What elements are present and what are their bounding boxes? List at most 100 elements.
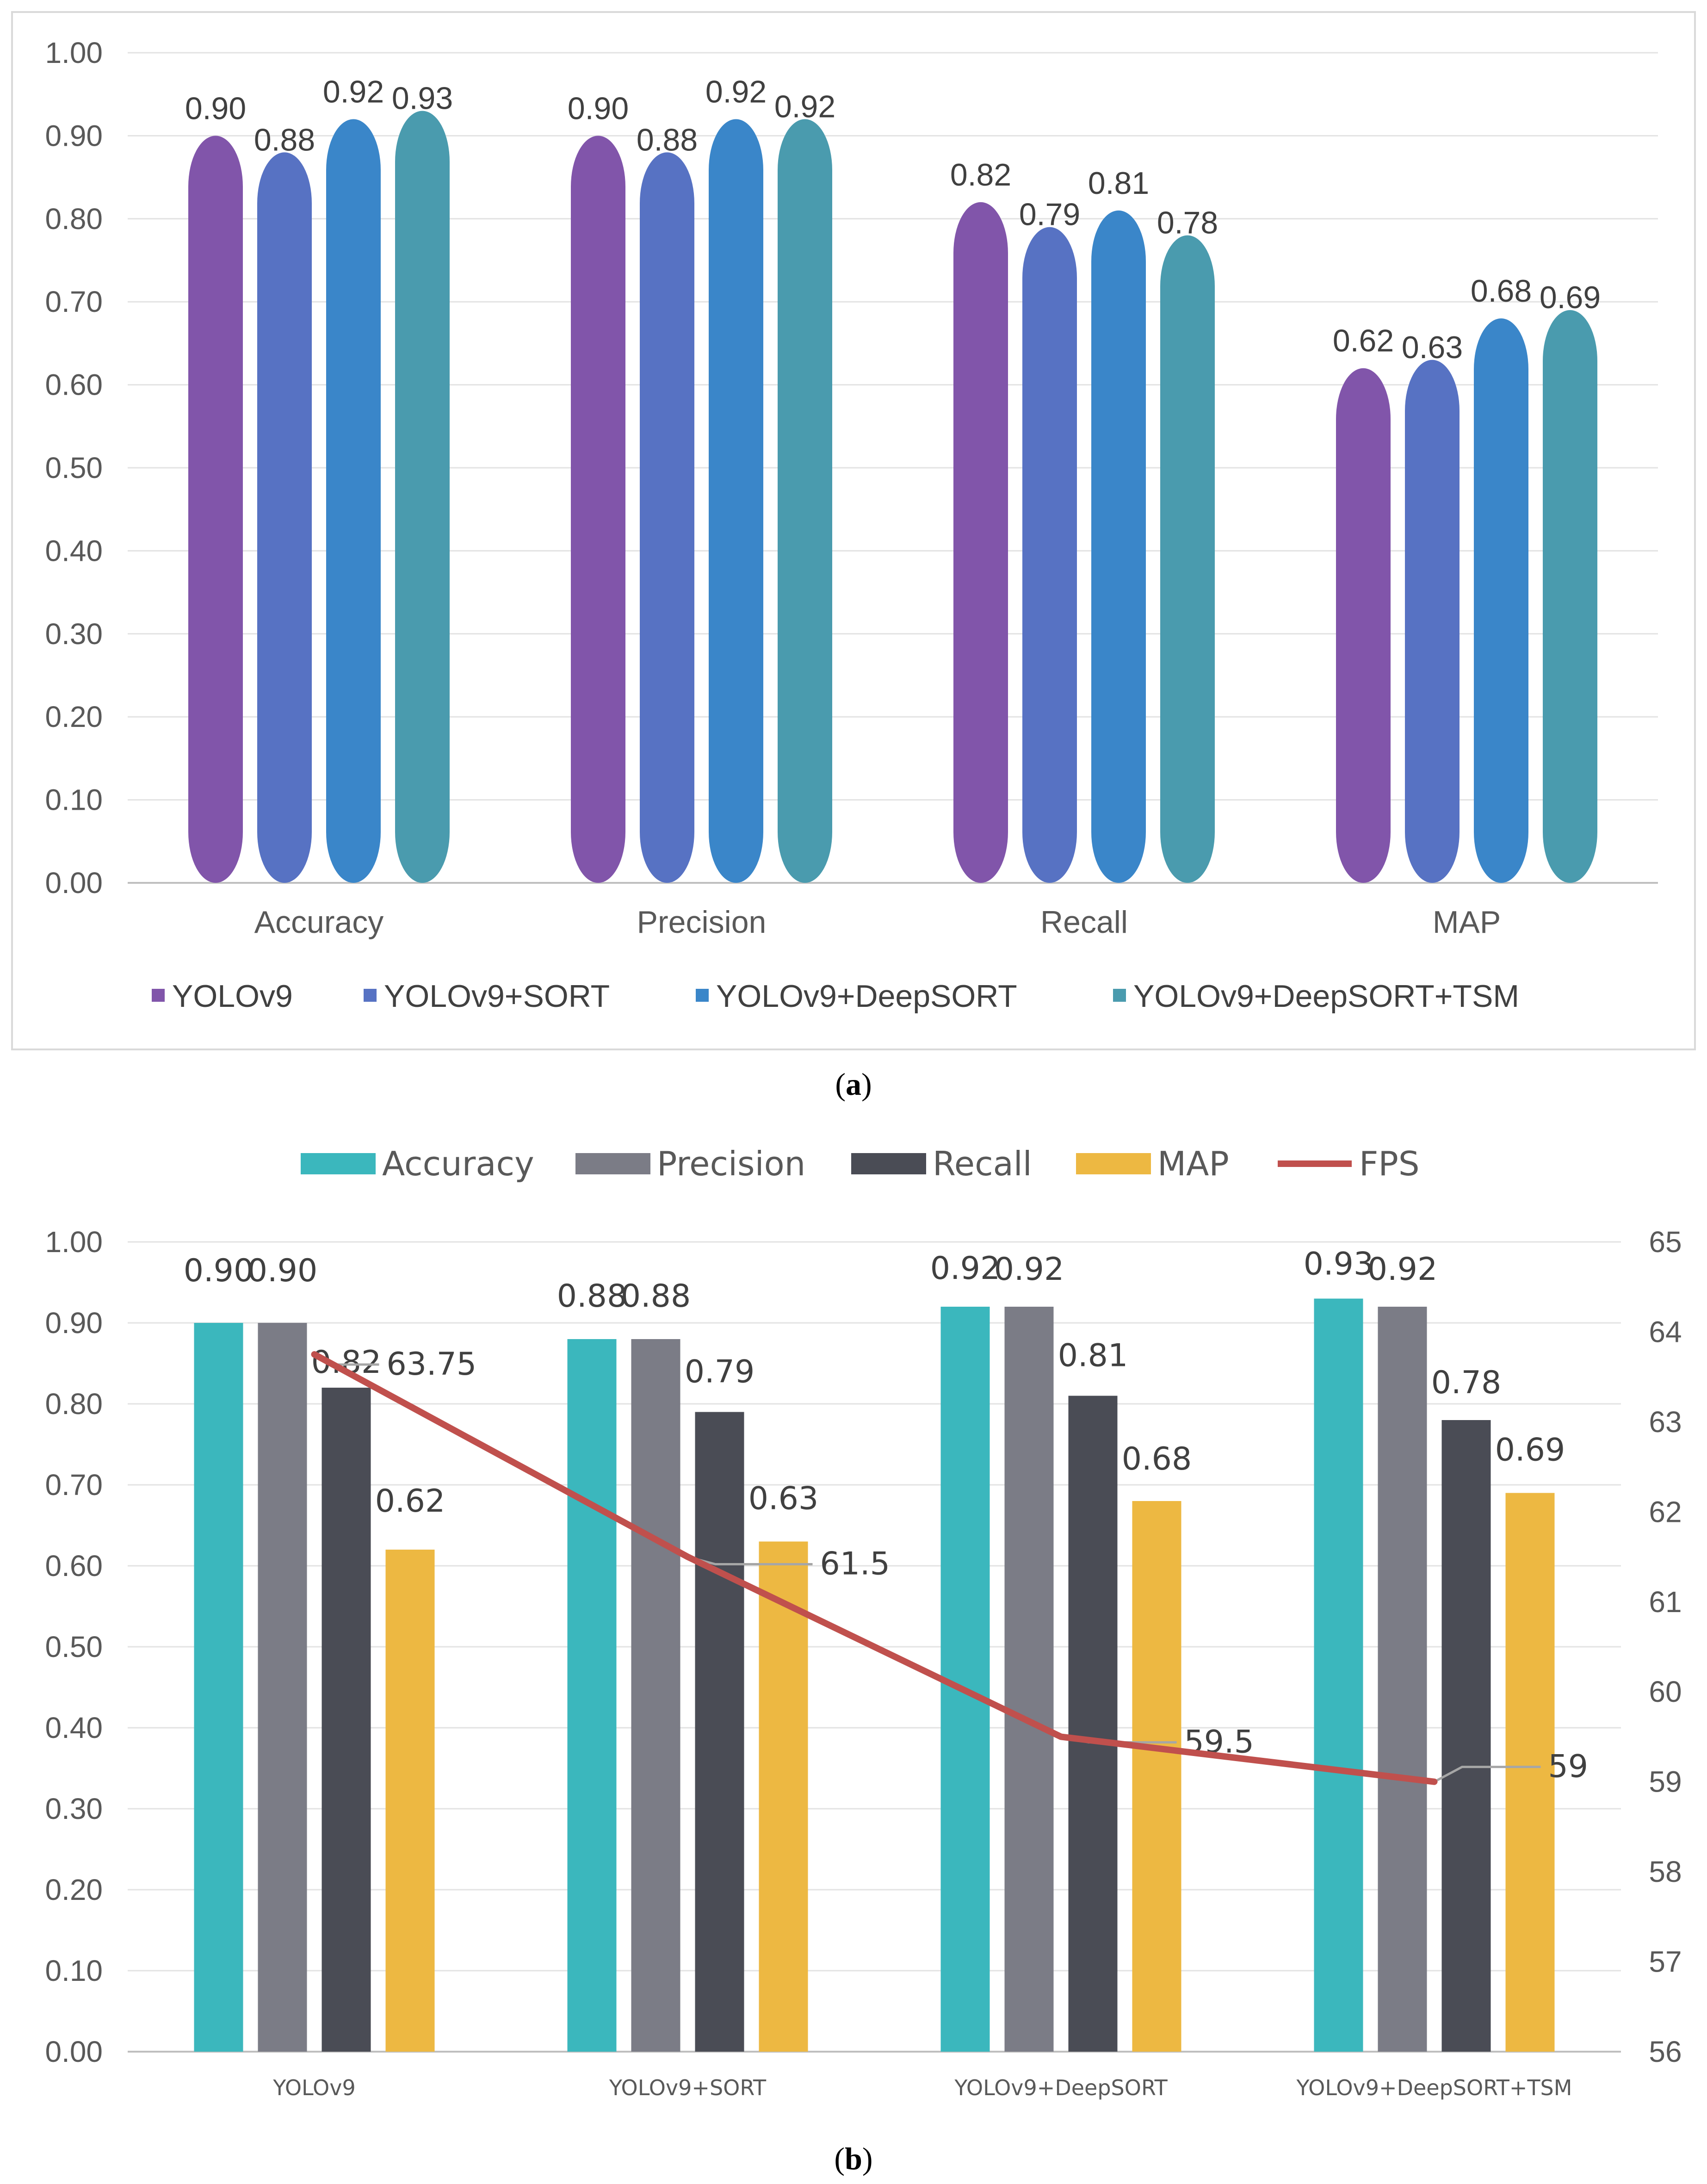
data-label: 0.90	[185, 91, 246, 126]
data-label: 0.92	[1367, 1251, 1437, 1288]
y2-tick-label: 64	[1649, 1315, 1682, 1348]
y-tick-label: 0.10	[45, 1954, 103, 1987]
data-label: 0.69	[1495, 1432, 1565, 1469]
y2-tick-label: 57	[1649, 1945, 1682, 1979]
fps-line	[311, 1351, 1438, 1785]
bar	[258, 1323, 307, 2052]
bar	[194, 1323, 243, 2052]
bar	[1314, 1298, 1363, 2052]
legend-label: YOLOv9+DeepSORT+TSM	[1133, 979, 1519, 1014]
x-category-label: Recall	[1040, 905, 1128, 940]
data-label: 0.78	[1157, 205, 1218, 241]
fps-leader-line	[1434, 1766, 1541, 1783]
y-tick-label: 0.00	[45, 866, 103, 900]
chart-a-caption: (a)	[835, 1067, 872, 1102]
x-category-label: YOLOv9+DeepSORT	[954, 2075, 1168, 2100]
y-tick-label: 0.30	[45, 617, 103, 651]
data-label: 0.88	[637, 122, 698, 157]
legend-swatch	[851, 1153, 926, 1174]
legend-label: YOLOv9	[172, 979, 293, 1014]
data-label: 0.88	[254, 122, 315, 157]
data-label: 0.78	[1431, 1365, 1501, 1401]
bar	[1336, 368, 1391, 883]
legend-label: YOLOv9+DeepSORT	[716, 979, 1017, 1014]
bar	[385, 1550, 435, 2052]
bar	[1474, 318, 1528, 883]
legend-swatch	[1113, 989, 1126, 1002]
x-category-label: Precision	[637, 905, 767, 940]
data-label: 0.88	[621, 1278, 691, 1315]
y-tick-label: 0.60	[45, 1549, 103, 1582]
data-label: 0.92	[705, 74, 767, 110]
data-label: 0.81	[1058, 1338, 1128, 1374]
legend-swatch	[152, 989, 165, 1002]
y-tick-label: 1.00	[45, 36, 103, 69]
y-tick-label: 0.30	[45, 1792, 103, 1825]
data-label: 0.62	[375, 1483, 445, 1520]
bar	[1405, 360, 1460, 883]
bar	[326, 119, 381, 883]
y2-tick-label: 56	[1649, 2035, 1682, 2068]
data-label: 0.69	[1540, 280, 1601, 315]
bar	[188, 136, 243, 883]
fps-data-label: 63.75	[387, 1346, 477, 1383]
data-label: 0.90	[568, 91, 629, 126]
y-tick-label: 0.10	[45, 783, 103, 817]
y-tick-label: 0.40	[45, 534, 103, 567]
y-tick-label: 0.70	[45, 285, 103, 318]
bar	[1505, 1493, 1555, 2052]
bar	[1160, 235, 1215, 883]
y2-tick-label: 63	[1649, 1405, 1682, 1439]
x-category-label: MAP	[1433, 905, 1501, 940]
legend-swatch	[364, 989, 377, 1002]
y2-tick-label: 62	[1649, 1495, 1682, 1528]
bar	[695, 1412, 744, 2052]
y-tick-label: 0.90	[45, 119, 103, 152]
bar	[1132, 1501, 1181, 2052]
bar	[778, 119, 832, 883]
chart-b-caption: (b)	[834, 2141, 872, 2176]
legend-label: YOLOv9+SORT	[384, 979, 610, 1014]
data-label: 0.82	[950, 157, 1011, 192]
y2-tick-label: 61	[1649, 1585, 1682, 1619]
y-tick-label: 0.20	[45, 1873, 103, 1906]
y2-tick-label: 58	[1649, 1855, 1682, 1888]
y-tick-label: 1.00	[45, 1225, 103, 1259]
data-label: 0.92	[994, 1251, 1064, 1288]
data-label: 0.93	[1304, 1246, 1373, 1283]
y-tick-label: 0.50	[45, 451, 103, 484]
legend-swatch	[696, 989, 709, 1002]
fps-data-label: 61.5	[820, 1546, 890, 1582]
x-category-label: Accuracy	[254, 905, 384, 940]
y-tick-label: 0.70	[45, 1468, 103, 1502]
data-label: 0.92	[930, 1250, 1000, 1287]
bar	[1004, 1307, 1054, 2052]
bar	[1091, 210, 1146, 883]
data-label: 0.79	[685, 1354, 755, 1390]
data-label: 0.90	[184, 1253, 254, 1289]
data-label: 0.93	[392, 81, 453, 116]
legend-swatch	[301, 1153, 376, 1174]
bar	[322, 1388, 371, 2052]
data-label: 0.68	[1471, 273, 1532, 309]
chart-a: 0.00 0.10 0.20 0.30 0.40 0.50 0.60 0.70 0.80 0.90…	[45, 36, 1658, 1014]
bar	[709, 119, 763, 883]
bar	[1441, 1420, 1491, 2052]
chart-b: 0.00 0.10 0.20 0.30 0.40 0.50 0.60 0.70 0.80 0.90…	[45, 1144, 1682, 2100]
legend-label: FPS	[1359, 1144, 1420, 1183]
data-label: 0.62	[1333, 323, 1394, 359]
bar	[571, 136, 625, 883]
y-tick-label: 0.90	[45, 1306, 103, 1340]
y-tick-label: 0.00	[45, 2035, 103, 2068]
x-category-label: YOLOv9+SORT	[609, 2075, 767, 2100]
y-tick-label: 0.50	[45, 1630, 103, 1663]
legend-label: Recall	[933, 1144, 1032, 1183]
data-label: 0.81	[1088, 166, 1149, 201]
y-tick-label: 0.20	[45, 700, 103, 733]
y2-tick-label: 60	[1649, 1675, 1682, 1708]
data-label: 0.90	[247, 1253, 317, 1289]
legend-label: MAP	[1157, 1144, 1229, 1183]
legend-swatch	[1076, 1153, 1151, 1174]
y-tick-label: 0.80	[45, 1387, 103, 1421]
